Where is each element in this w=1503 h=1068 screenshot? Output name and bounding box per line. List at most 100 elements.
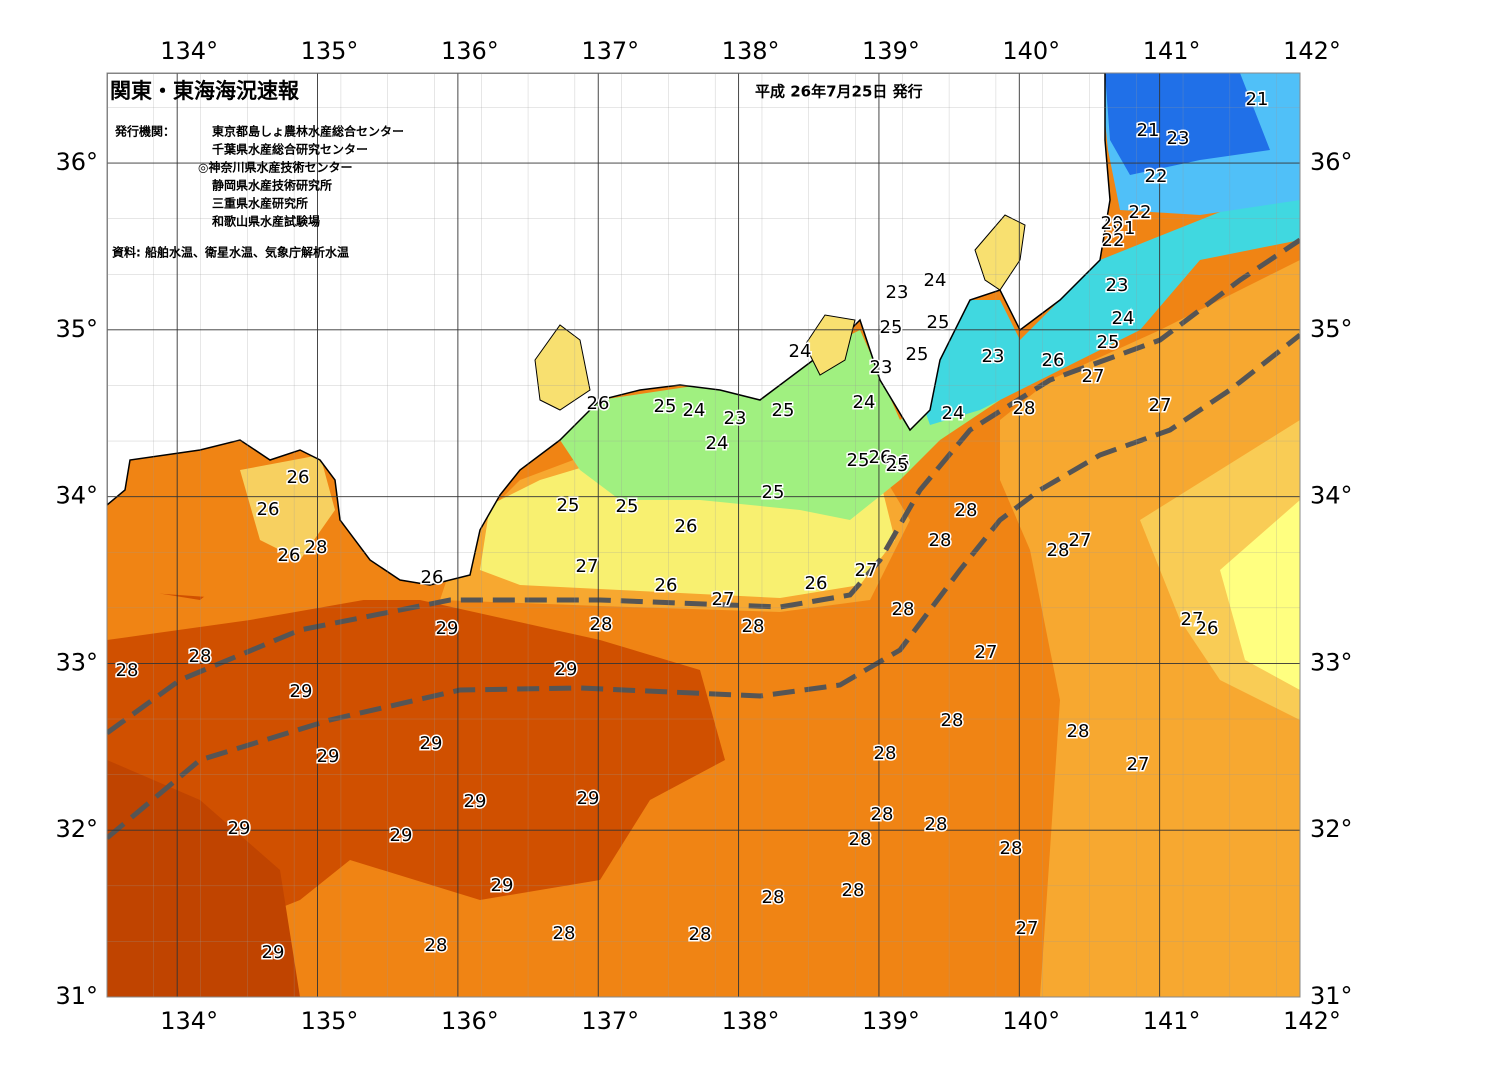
lat-tick-label: 36°	[1310, 148, 1353, 176]
ticks: 134° 134° 135° 135° 136° 136° 137° 137° 138° 138°…	[55, 37, 1352, 1035]
lat-tick-label: 31°	[55, 982, 98, 1010]
contour-label: 21	[1137, 120, 1160, 141]
contour-label: 28	[762, 887, 785, 908]
contour-label: 29	[555, 659, 578, 680]
ise-bay	[534, 324, 591, 411]
tokyo-bay	[974, 214, 1026, 291]
water-24	[560, 320, 1000, 520]
contour-label: 23	[1167, 128, 1190, 149]
lat-tick-label: 33°	[55, 648, 98, 676]
lat-tick-label: 33°	[1310, 648, 1353, 676]
contour-label: 27	[712, 589, 735, 610]
lon-tick-label: 141°	[1143, 1007, 1201, 1035]
issuers-label: 発行機関：	[114, 124, 175, 139]
contour-label: 23	[1106, 275, 1129, 296]
contour-label: 25	[886, 455, 909, 476]
water-25	[1220, 500, 1300, 690]
contour-label: 26	[287, 467, 310, 488]
issue-date: 平成 26年7月25日 発行	[755, 83, 923, 101]
lon-tick-label: 139°	[862, 1007, 920, 1035]
contour-label: 29	[262, 942, 285, 963]
lon-tick-label: 142°	[1283, 37, 1341, 65]
lat-tick-label: 32°	[55, 815, 98, 843]
contour-label: 27	[1082, 366, 1105, 387]
contour-label: 25	[772, 400, 795, 421]
contour-label: 25	[906, 344, 929, 365]
contour-label: 29	[390, 825, 413, 846]
contour-label: 26	[655, 575, 678, 596]
contour-label: 29	[228, 818, 251, 839]
lat-tick-label: 34°	[1310, 482, 1353, 510]
lon-tick-label: 138°	[722, 37, 780, 65]
water-27	[1000, 260, 1300, 997]
contour-label: 25	[762, 482, 785, 503]
contour-label: 25	[927, 312, 950, 333]
lon-tick-label: 142°	[1283, 1007, 1341, 1035]
contour-label: 24	[942, 403, 965, 424]
contour-label: 27	[975, 642, 998, 663]
issuer: 和歌山県水産試験場	[211, 214, 320, 229]
contour-label: 29	[317, 746, 340, 767]
contour-label: 25	[557, 495, 580, 516]
contour-label: 23	[886, 282, 909, 303]
contour-label: 22	[1145, 166, 1168, 187]
contour-label: 29	[491, 875, 514, 896]
contour-label: 28	[553, 923, 576, 944]
contour-label: 26	[257, 499, 280, 520]
contour-label: 28	[892, 599, 915, 620]
contour-label: 26	[869, 447, 892, 468]
contour-label: 28	[1047, 540, 1070, 561]
contour-label: 28	[955, 500, 978, 521]
contour-label: 27	[855, 560, 878, 581]
contour-label: 26	[278, 545, 301, 566]
contour-label: 29	[577, 788, 600, 809]
contour-label: 28	[941, 710, 964, 731]
contour-label: 28	[689, 924, 712, 945]
water-29-core	[107, 760, 300, 997]
lat-tick-label: 34°	[55, 482, 98, 510]
source: 資料: 船舶水温、衛星水温、気象庁解析水温	[112, 245, 349, 260]
map-title: 関東・東海海況速報	[110, 79, 300, 103]
issuer: 静岡県水産技術研究所	[212, 178, 332, 193]
contour-label: 28	[425, 935, 448, 956]
water-23	[900, 180, 1300, 425]
contour-label: 21	[1246, 89, 1269, 110]
contour-label: 28	[1000, 838, 1023, 859]
land	[107, 73, 1111, 586]
contour-label: 27	[576, 556, 599, 577]
contour-label: 29	[464, 791, 487, 812]
contour-label: 23	[724, 408, 747, 429]
contour-label: 26	[887, 452, 910, 473]
contour-label: 28	[1067, 721, 1090, 742]
contour-label: 25	[654, 396, 677, 417]
contour-label: 29	[436, 618, 459, 639]
lon-tick-label: 134°	[160, 37, 218, 65]
lon-tick-label: 137°	[581, 37, 639, 65]
contour-label: 26	[421, 567, 444, 588]
contour-label: 23	[870, 357, 893, 378]
contour-label: 27	[1016, 918, 1039, 939]
lon-tick-label: 139°	[862, 37, 920, 65]
contour-label: 24	[706, 433, 729, 454]
contour-label: 28	[874, 743, 897, 764]
lon-tick-label: 135°	[301, 1007, 359, 1035]
contour-label: 27	[1127, 754, 1150, 775]
water-coastal-26	[480, 462, 895, 598]
sea-surface	[107, 73, 1300, 997]
map-frame	[106, 72, 1301, 998]
issuer: 東京都島しょ農林水産総合センター	[212, 124, 404, 139]
water-bay	[240, 455, 335, 560]
contour-label: 24	[924, 270, 947, 291]
lon-tick-label: 140°	[1002, 37, 1060, 65]
lat-tick-label: 36°	[55, 148, 98, 176]
contour-label: 25	[616, 496, 639, 517]
contour-label: 28	[189, 646, 212, 667]
contour-label: 27	[1181, 609, 1204, 630]
lon-tick-label: 137°	[581, 1007, 639, 1035]
lon-tick-label: 134°	[160, 1007, 218, 1035]
contour-label: 24	[1112, 308, 1135, 329]
contour-label: 26	[1196, 618, 1219, 639]
contour-label: 25	[1097, 332, 1120, 353]
